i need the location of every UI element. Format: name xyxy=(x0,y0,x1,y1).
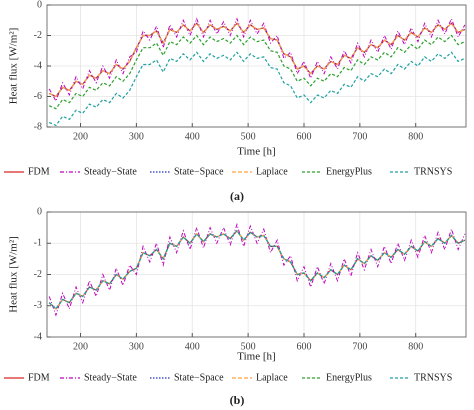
y-tick-label: 0 xyxy=(37,0,42,10)
legend-label: Laplace xyxy=(256,166,288,177)
y-tick-label: -3 xyxy=(34,300,42,311)
x-tick-label: 300 xyxy=(129,131,144,142)
legend-label: Laplace xyxy=(256,372,288,383)
y-tick-label: 0 xyxy=(37,206,42,217)
series-line xyxy=(48,17,466,103)
x-tick-label: 200 xyxy=(73,341,88,352)
legend-label: Steady−State xyxy=(84,166,137,177)
x-tick-label: 600 xyxy=(296,131,311,142)
legend-label: FDM xyxy=(28,166,50,177)
series-line xyxy=(48,229,466,310)
legend-label: EnergyPlus xyxy=(326,372,372,383)
legend-label: TRNSYS xyxy=(414,372,452,383)
x-tick-label: 800 xyxy=(408,341,423,352)
y-tick-label: -4 xyxy=(34,331,42,342)
x-tick-label: 400 xyxy=(185,341,200,352)
y-tick-label: -8 xyxy=(34,121,42,132)
x-tick-label: 400 xyxy=(185,131,200,142)
legend-label: TRNSYS xyxy=(414,166,452,177)
series-line xyxy=(48,34,466,110)
legend-label: FDM xyxy=(28,372,50,383)
legend-label: Steady−State xyxy=(84,372,137,383)
x-tick-label: 800 xyxy=(408,131,423,142)
y-tick-label: -2 xyxy=(34,30,42,41)
x-axis-label: Time [h] xyxy=(237,146,275,158)
plot-frame xyxy=(46,211,467,338)
legend-label: EnergyPlus xyxy=(326,166,372,177)
caption: (b) xyxy=(230,393,245,407)
y-tick-label: -1 xyxy=(34,238,42,249)
x-tick-label: 600 xyxy=(296,341,311,352)
series-line xyxy=(48,222,466,317)
series-line xyxy=(48,22,466,98)
y-axis-label: Heat flux [W/m²] xyxy=(8,236,20,313)
y-tick-label: -6 xyxy=(34,91,42,102)
legend-label: State−Space xyxy=(174,372,224,383)
x-axis-label: Time [h] xyxy=(237,351,275,363)
x-tick-label: 500 xyxy=(241,341,256,352)
y-tick-label: -4 xyxy=(34,60,42,71)
x-tick-label: 700 xyxy=(352,131,367,142)
caption: (a) xyxy=(230,189,244,203)
y-tick-label: -2 xyxy=(34,269,42,280)
legend-label: State−Space xyxy=(174,166,224,177)
series-line xyxy=(48,51,466,127)
x-tick-label: 300 xyxy=(129,341,144,352)
x-tick-label: 700 xyxy=(352,341,367,352)
x-tick-label: 200 xyxy=(73,131,88,142)
y-axis-label: Heat flux [W/m²] xyxy=(8,28,20,105)
x-tick-label: 500 xyxy=(241,131,256,142)
plot-frame xyxy=(46,4,467,128)
